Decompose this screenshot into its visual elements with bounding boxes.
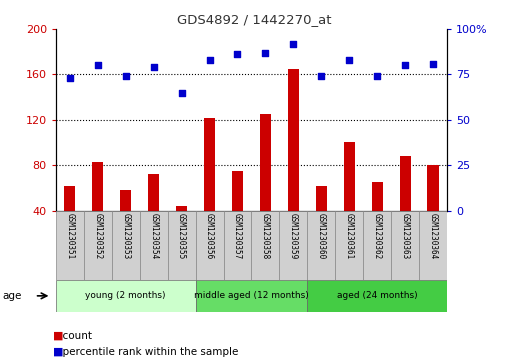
Text: age: age xyxy=(3,291,22,301)
Text: GDS4892 / 1442270_at: GDS4892 / 1442270_at xyxy=(177,13,331,26)
Text: middle aged (12 months): middle aged (12 months) xyxy=(194,291,309,300)
Bar xyxy=(196,211,224,280)
Text: GSM1230359: GSM1230359 xyxy=(289,213,298,259)
Bar xyxy=(307,211,335,280)
Text: GSM1230357: GSM1230357 xyxy=(233,213,242,259)
Bar xyxy=(400,156,410,256)
Text: GSM1230358: GSM1230358 xyxy=(261,213,270,259)
Bar xyxy=(224,211,251,280)
Text: young (2 months): young (2 months) xyxy=(85,291,166,300)
Bar xyxy=(307,280,447,312)
Text: aged (24 months): aged (24 months) xyxy=(337,291,418,300)
Text: GSM1230354: GSM1230354 xyxy=(149,213,158,259)
Text: GSM1230364: GSM1230364 xyxy=(429,213,437,259)
Point xyxy=(261,50,269,56)
Point xyxy=(93,62,102,68)
Text: ■: ■ xyxy=(53,331,64,341)
Bar xyxy=(56,280,196,312)
Text: GSM1230356: GSM1230356 xyxy=(205,213,214,259)
Text: GSM1230351: GSM1230351 xyxy=(66,213,74,259)
Point xyxy=(66,75,74,81)
Point xyxy=(178,90,186,95)
Bar xyxy=(112,211,140,280)
Bar xyxy=(363,211,391,280)
Bar xyxy=(428,165,439,256)
Point xyxy=(205,57,214,63)
Bar xyxy=(176,206,187,256)
Point xyxy=(234,52,242,57)
Text: GSM1230352: GSM1230352 xyxy=(93,213,102,259)
Text: GSM1230361: GSM1230361 xyxy=(345,213,354,259)
Text: ■: ■ xyxy=(53,347,64,357)
Point xyxy=(150,64,158,70)
Bar xyxy=(251,211,279,280)
Bar xyxy=(92,162,104,256)
Text: GSM1230363: GSM1230363 xyxy=(401,213,409,259)
Bar xyxy=(335,211,363,280)
Bar xyxy=(140,211,168,280)
Text: GSM1230362: GSM1230362 xyxy=(373,213,382,259)
Point xyxy=(429,61,437,66)
Bar xyxy=(260,114,271,256)
Point xyxy=(290,41,298,46)
Bar xyxy=(84,211,112,280)
Bar xyxy=(391,211,419,280)
Bar xyxy=(419,211,447,280)
Bar xyxy=(64,185,75,256)
Bar xyxy=(168,211,196,280)
Bar xyxy=(196,280,307,312)
Text: GSM1230360: GSM1230360 xyxy=(317,213,326,259)
Bar xyxy=(120,190,131,256)
Bar xyxy=(344,143,355,256)
Bar xyxy=(204,118,215,256)
Bar xyxy=(56,211,84,280)
Text: GSM1230353: GSM1230353 xyxy=(121,213,130,259)
Bar xyxy=(148,174,159,256)
Point xyxy=(317,73,325,79)
Bar xyxy=(232,171,243,256)
Bar xyxy=(288,69,299,256)
Text: count: count xyxy=(56,331,92,341)
Point xyxy=(122,73,130,79)
Text: GSM1230355: GSM1230355 xyxy=(177,213,186,259)
Bar xyxy=(279,211,307,280)
Point xyxy=(401,62,409,68)
Text: percentile rank within the sample: percentile rank within the sample xyxy=(56,347,238,357)
Point xyxy=(345,57,354,63)
Bar xyxy=(372,182,383,256)
Bar xyxy=(316,185,327,256)
Point xyxy=(373,73,381,79)
